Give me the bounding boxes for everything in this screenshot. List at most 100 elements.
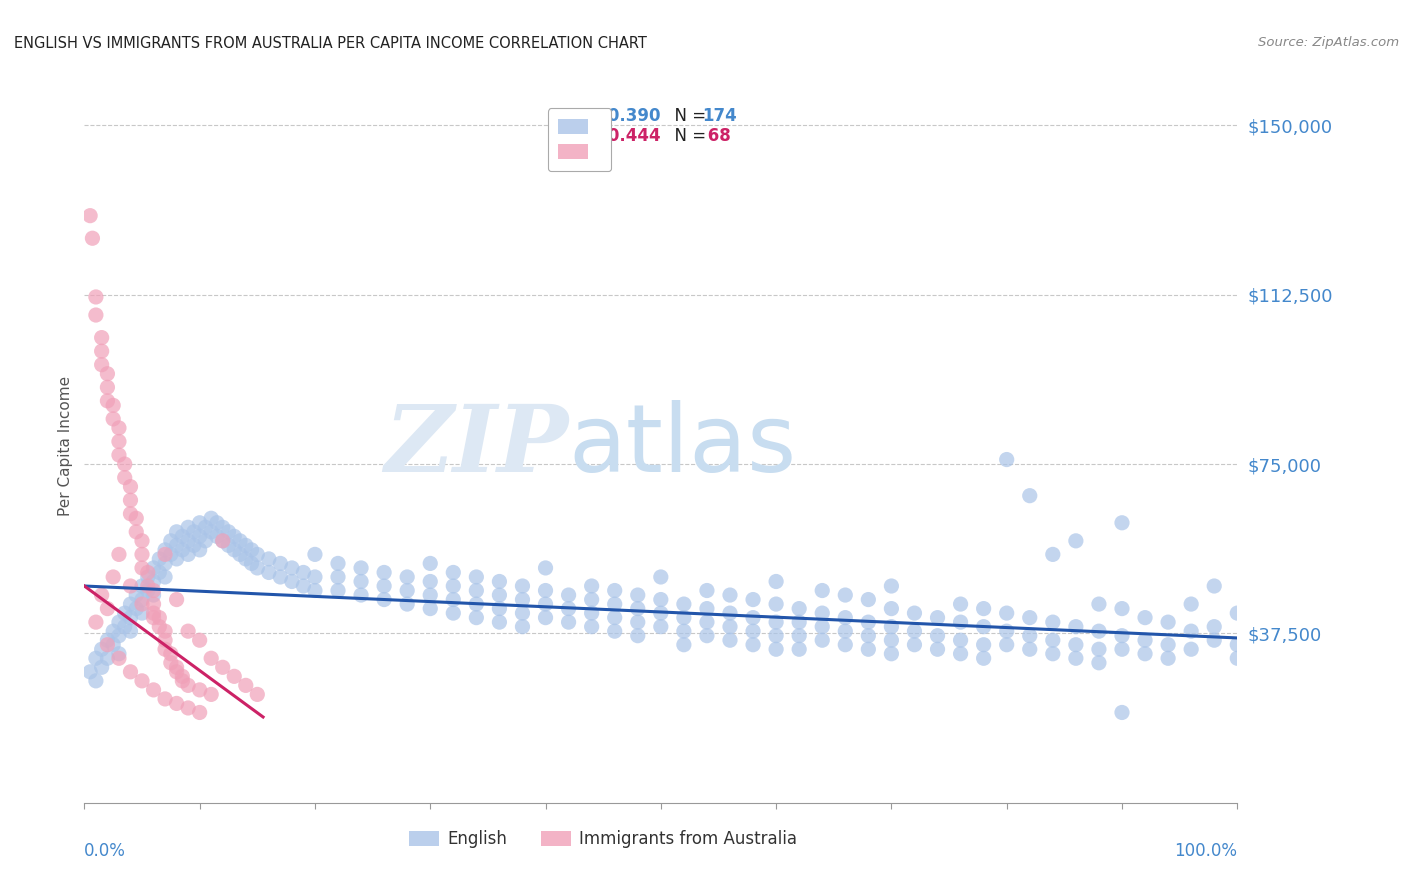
Point	[396, 597, 419, 611]
Point	[903, 606, 925, 620]
Point	[84, 615, 107, 629]
Point	[188, 682, 211, 697]
Point	[183, 524, 205, 539]
Point	[419, 601, 441, 615]
Point	[103, 570, 124, 584]
Point	[142, 610, 165, 624]
Point	[995, 606, 1018, 620]
Point	[787, 642, 810, 657]
Point	[200, 511, 222, 525]
Point	[718, 633, 741, 648]
Point	[153, 633, 176, 648]
Point	[441, 592, 464, 607]
Point	[257, 552, 280, 566]
Point	[142, 588, 165, 602]
Point	[188, 529, 211, 543]
Point	[373, 579, 395, 593]
Point	[120, 579, 142, 593]
Point	[114, 457, 136, 471]
Point	[1157, 651, 1180, 665]
Point	[627, 615, 650, 629]
Point	[858, 629, 880, 643]
Point	[1157, 638, 1180, 652]
Point	[534, 610, 557, 624]
Point	[153, 642, 176, 657]
Point	[488, 588, 510, 602]
Point	[696, 615, 718, 629]
Point	[396, 570, 419, 584]
Text: ENGLISH VS IMMIGRANTS FROM AUSTRALIA PER CAPITA INCOME CORRELATION CHART: ENGLISH VS IMMIGRANTS FROM AUSTRALIA PER…	[14, 36, 647, 51]
Point	[350, 588, 373, 602]
Point	[880, 601, 903, 615]
Point	[172, 673, 194, 688]
Point	[90, 642, 112, 657]
Point	[927, 610, 949, 624]
Point	[142, 606, 165, 620]
Point	[90, 660, 112, 674]
Point	[488, 601, 510, 615]
Point	[1042, 647, 1064, 661]
Point	[114, 470, 136, 484]
Point	[108, 448, 131, 462]
Point	[188, 633, 211, 648]
Point	[172, 669, 194, 683]
Text: N =: N =	[664, 107, 711, 125]
Text: 174: 174	[703, 107, 737, 125]
Point	[166, 697, 188, 711]
Point	[949, 633, 972, 648]
Point	[108, 629, 131, 643]
Point	[534, 597, 557, 611]
Point	[269, 557, 291, 571]
Point	[512, 579, 534, 593]
Point	[326, 557, 349, 571]
Point	[131, 561, 153, 575]
Point	[229, 548, 252, 562]
Point	[304, 583, 326, 598]
Point	[148, 620, 170, 634]
Point	[995, 638, 1018, 652]
Point	[269, 570, 291, 584]
Point	[218, 524, 240, 539]
Point	[973, 601, 995, 615]
Point	[177, 548, 200, 562]
Point	[205, 516, 228, 530]
Point	[148, 566, 170, 580]
Point	[672, 624, 695, 639]
Point	[153, 548, 176, 562]
Point	[1133, 633, 1156, 648]
Point	[441, 606, 464, 620]
Point	[834, 610, 856, 624]
Point	[205, 529, 228, 543]
Point	[120, 665, 142, 679]
Point	[441, 566, 464, 580]
Point	[1064, 533, 1087, 548]
Point	[1204, 579, 1226, 593]
Point	[131, 579, 153, 593]
Point	[557, 615, 579, 629]
Point	[166, 524, 188, 539]
Point	[84, 651, 107, 665]
Point	[1064, 638, 1087, 652]
Point	[131, 606, 153, 620]
Point	[1064, 620, 1087, 634]
Point	[148, 610, 170, 624]
Point	[235, 678, 257, 692]
Point	[108, 421, 131, 435]
Point	[257, 566, 280, 580]
Point	[136, 570, 159, 584]
Point	[125, 511, 148, 525]
Point	[1042, 615, 1064, 629]
Point	[200, 651, 222, 665]
Point	[373, 592, 395, 607]
Point	[177, 678, 200, 692]
Point	[1180, 642, 1202, 657]
Point	[627, 588, 650, 602]
Point	[235, 552, 257, 566]
Point	[1111, 629, 1133, 643]
Point	[534, 561, 557, 575]
Point	[120, 480, 142, 494]
Point	[211, 660, 233, 674]
Point	[373, 566, 395, 580]
Point	[131, 673, 153, 688]
Point	[304, 570, 326, 584]
